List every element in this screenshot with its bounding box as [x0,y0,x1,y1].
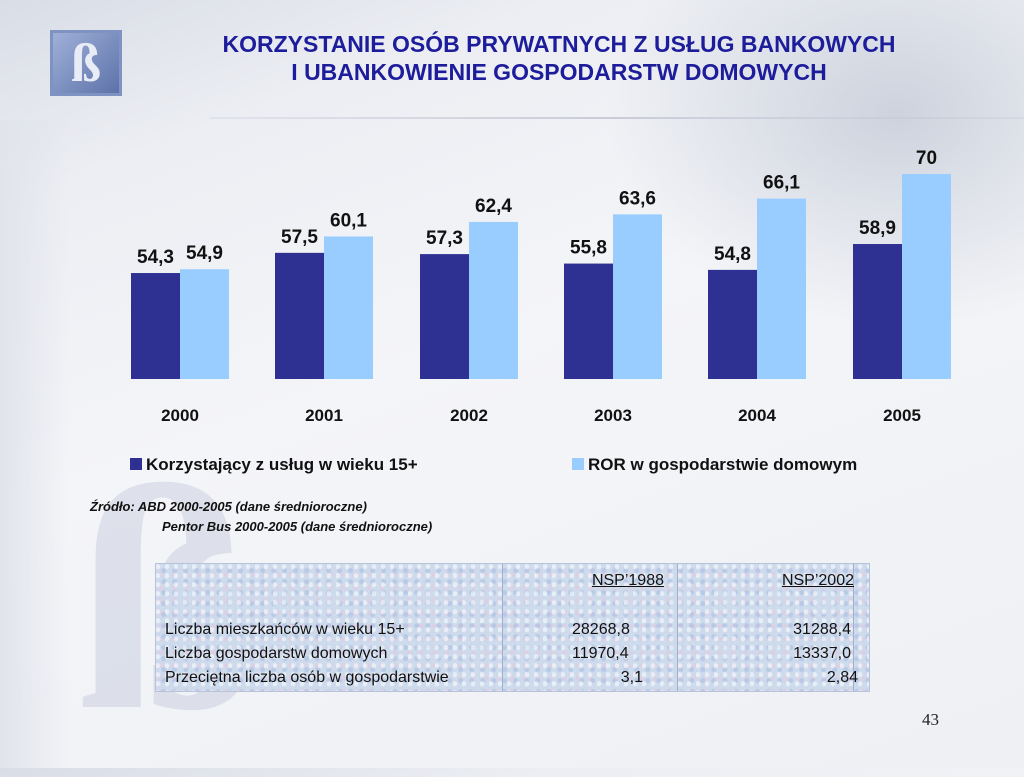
data-label-series-1-2001: 57,5 [281,227,318,248]
table-header-nsp1988: NSP’1988 [591,572,664,589]
census-table: NSP’1988 NSP’2002 Liczba mieszkańców w w… [155,563,870,692]
table-row-1-nsp2002: 31288,4 [793,621,851,638]
title-line-2: I UBANKOWIENIE GOSPODARSTW DOMOWYCH [291,59,827,85]
data-label-series-2-2001: 60,1 [330,210,367,231]
bar-series-2-2005 [902,174,951,379]
table-divider-3 [853,564,854,691]
table-row-2-nsp1988: 11970,4 [572,645,629,662]
table-row-1-label: Liczba mieszkańców w wieku 15+ [165,621,405,638]
bank-logo: ß [50,30,122,96]
page-number: 43 [922,710,939,729]
bar-series-2-2003 [613,214,662,379]
source-line-2: Pentor Bus 2000-2005 (dane średnioroczne… [162,519,433,534]
x-tick-label-2003: 2003 [594,406,632,425]
bar-series-2-2000 [180,269,229,379]
data-label-series-1-2005: 58,9 [859,218,896,239]
background-left-band [0,120,70,768]
background-photo [604,0,1024,330]
bar-series-2-2002 [469,221,518,379]
data-label-series-1-2003: 55,8 [570,238,607,259]
data-label-series-1-2004: 54,8 [714,244,751,265]
x-tick-label-2004: 2004 [738,406,776,425]
bar-series-1-2003 [564,263,613,379]
data-label-series-2-2004: 66,1 [763,173,800,194]
title-divider [210,117,1024,119]
legend-item-series-2: ROR w gospodarstwie domowym [572,455,857,475]
legend-label-series-2: ROR w gospodarstwie domowym [588,455,858,474]
legend-label-series-1: Korzystający z usług w wieku 15+ [146,455,418,474]
title-line-1: KORZYSTANIE OSÓB PRYWATNYCH Z USŁUG BANK… [222,31,896,57]
x-tick-label-2002: 2002 [450,406,488,425]
source-line-1: Źródło: ABD 2000-2005 (dane średnioroczn… [90,499,367,514]
source-note: Źródło: ABD 2000-2005 (dane średnioroczn… [90,497,432,537]
bar-series-2-2001 [324,236,373,379]
legend-swatch-series-1 [130,458,142,470]
data-label-series-2-2005: 70 [916,148,937,169]
x-tick-label-2005: 2005 [883,406,921,425]
table-row-3-label: Przeciętna liczba osób w gospodarstwie [165,669,449,686]
slide-title: KORZYSTANIE OSÓB PRYWATNYCH Z USŁUG BANK… [134,30,984,86]
bar-series-1-2002 [420,254,469,379]
table-header-nsp2002: NSP’2002 [781,572,854,589]
table-row-2-label: Liczba gospodarstw domowych [165,645,388,662]
legend-item-series-1: Korzystający z usług w wieku 15+ [130,455,418,475]
table-row-1-nsp1988: 28268,8 [572,621,630,638]
table-row-2-nsp2002: 13337,0 [793,645,851,662]
table-row-3-nsp2002: 2,84 [826,669,858,686]
bar-series-1-2000 [131,273,180,379]
bar-chart: 54,3 54,9 2000 57,5 60,1 2001 57,3 62,4 2002 55,8… [131,148,951,425]
bar-series-1-2005 [853,244,902,379]
bar-series-1-2004 [708,269,757,379]
data-label-series-2-2002: 62,4 [475,196,512,217]
logo-glyph: ß [70,33,102,93]
data-label-series-1-2000: 54,3 [137,247,174,268]
data-label-series-2-2000: 54,9 [186,243,223,264]
table-row-3-nsp1988: 3,1 [620,669,643,686]
bar-series-1-2001 [275,252,324,379]
data-label-series-1-2002: 57,3 [426,228,463,249]
data-label-series-2-2003: 63,6 [619,188,656,209]
legend-swatch-series-2 [572,458,584,470]
bar-series-2-2004 [757,198,806,379]
table-divider-1 [502,564,503,691]
table-divider-2 [677,564,678,691]
x-tick-label-2001: 2001 [305,406,343,425]
x-tick-label-2000: 2000 [161,406,199,425]
